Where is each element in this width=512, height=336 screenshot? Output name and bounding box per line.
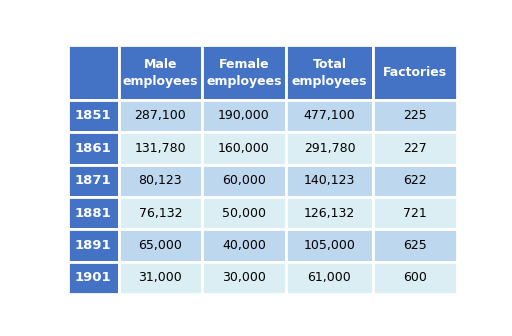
- Bar: [118, 165, 202, 197]
- Text: 31,000: 31,000: [138, 271, 182, 284]
- Bar: [286, 45, 373, 100]
- Text: 160,000: 160,000: [218, 142, 270, 155]
- Bar: [286, 132, 373, 165]
- Bar: [202, 132, 286, 165]
- Bar: [373, 45, 457, 100]
- Bar: [68, 45, 118, 100]
- Text: 65,000: 65,000: [138, 239, 182, 252]
- Bar: [68, 261, 118, 294]
- Text: 225: 225: [403, 110, 427, 123]
- Text: 477,100: 477,100: [304, 110, 355, 123]
- Text: 1861: 1861: [75, 142, 112, 155]
- Bar: [68, 165, 118, 197]
- Bar: [118, 132, 202, 165]
- Bar: [68, 229, 118, 261]
- Text: 1891: 1891: [75, 239, 112, 252]
- Bar: [68, 197, 118, 229]
- Bar: [118, 229, 202, 261]
- Text: Male
employees: Male employees: [122, 58, 198, 88]
- Bar: [202, 100, 286, 132]
- Bar: [202, 197, 286, 229]
- Text: 291,780: 291,780: [304, 142, 355, 155]
- Text: 190,000: 190,000: [218, 110, 270, 123]
- Bar: [286, 197, 373, 229]
- Bar: [286, 261, 373, 294]
- Text: 1871: 1871: [75, 174, 112, 187]
- Text: 126,132: 126,132: [304, 207, 355, 219]
- Bar: [118, 45, 202, 100]
- Bar: [68, 100, 118, 132]
- Bar: [286, 165, 373, 197]
- Bar: [118, 261, 202, 294]
- Text: Total
employees: Total employees: [292, 58, 367, 88]
- Text: 60,000: 60,000: [222, 174, 266, 187]
- Text: 625: 625: [403, 239, 427, 252]
- Bar: [373, 261, 457, 294]
- Text: 227: 227: [403, 142, 427, 155]
- Bar: [118, 197, 202, 229]
- Bar: [202, 165, 286, 197]
- Text: 131,780: 131,780: [135, 142, 186, 155]
- Text: 721: 721: [403, 207, 427, 219]
- Text: 1881: 1881: [75, 207, 112, 219]
- Bar: [373, 132, 457, 165]
- Text: 622: 622: [403, 174, 427, 187]
- Text: Female
employees: Female employees: [206, 58, 282, 88]
- Text: 76,132: 76,132: [139, 207, 182, 219]
- Text: 80,123: 80,123: [139, 174, 182, 187]
- Bar: [202, 229, 286, 261]
- Bar: [373, 229, 457, 261]
- Text: Factories: Factories: [383, 66, 447, 79]
- Bar: [202, 45, 286, 100]
- Text: 1851: 1851: [75, 110, 112, 123]
- Bar: [373, 197, 457, 229]
- Bar: [68, 132, 118, 165]
- Bar: [286, 229, 373, 261]
- Text: 40,000: 40,000: [222, 239, 266, 252]
- Text: 105,000: 105,000: [304, 239, 355, 252]
- Bar: [118, 100, 202, 132]
- Bar: [286, 100, 373, 132]
- Text: 30,000: 30,000: [222, 271, 266, 284]
- Text: 1901: 1901: [75, 271, 112, 284]
- Text: 600: 600: [403, 271, 427, 284]
- Text: 61,000: 61,000: [308, 271, 351, 284]
- Bar: [202, 261, 286, 294]
- Bar: [373, 100, 457, 132]
- Text: 287,100: 287,100: [135, 110, 186, 123]
- Bar: [373, 165, 457, 197]
- Text: 140,123: 140,123: [304, 174, 355, 187]
- Text: 50,000: 50,000: [222, 207, 266, 219]
